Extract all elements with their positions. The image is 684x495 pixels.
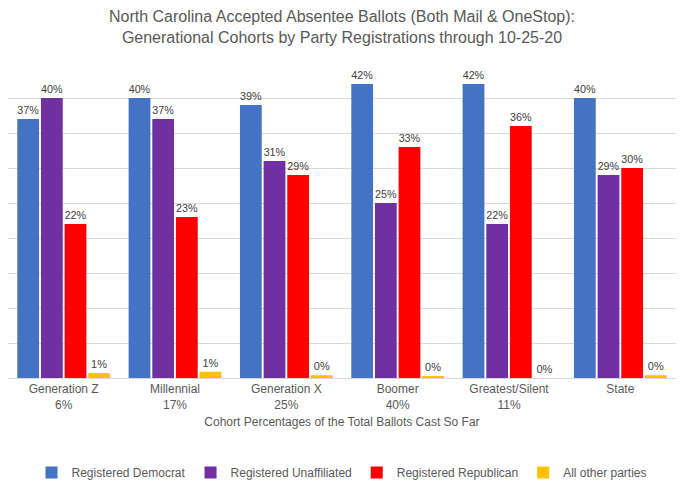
svg-text:Registered Unaffiliated: Registered Unaffiliated [231,466,352,480]
svg-text:0%: 0% [314,360,330,372]
svg-text:22%: 22% [486,209,508,221]
svg-text:33%: 33% [399,132,421,144]
svg-text:Generation X25%: Generation X25% [251,382,322,412]
svg-text:31%: 31% [264,146,286,158]
svg-text:40%: 40% [129,83,151,95]
svg-text:25%: 25% [375,188,397,200]
svg-text:1%: 1% [91,358,107,370]
svg-text:30%: 30% [621,153,643,165]
svg-text:Cohort Percentages of the Tota: Cohort Percentages of the Total Ballots … [204,415,479,429]
svg-text:North Carolina Accepted Absent: North Carolina Accepted Absentee Ballots… [109,8,575,46]
svg-text:Registered Republican: Registered Republican [397,466,518,480]
svg-text:40%: 40% [574,83,596,95]
svg-text:Generation Z6%: Generation Z6% [29,382,99,412]
svg-text:40%: 40% [41,83,63,95]
svg-text:22%: 22% [65,209,87,221]
svg-text:0%: 0% [648,360,664,372]
svg-text:Greatest/Silent11%: Greatest/Silent11% [469,382,549,412]
svg-text:Registered Democrat: Registered Democrat [72,466,186,480]
svg-text:State: State [606,382,634,396]
svg-text:1%: 1% [202,357,218,369]
svg-text:23%: 23% [176,202,198,214]
svg-text:Boomer40%: Boomer40% [377,382,419,412]
svg-text:37%: 37% [17,104,39,116]
svg-text:All other parties: All other parties [563,466,646,480]
svg-text:29%: 29% [287,160,309,172]
svg-text:36%: 36% [510,111,532,123]
svg-text:Millennial17%: Millennial17% [150,382,200,412]
svg-text:39%: 39% [240,90,262,102]
svg-text:0%: 0% [425,361,441,373]
svg-text:42%: 42% [463,69,485,81]
svg-text:0%: 0% [536,363,552,375]
svg-text:42%: 42% [351,69,373,81]
svg-text:37%: 37% [152,104,174,116]
svg-text:29%: 29% [598,160,620,172]
